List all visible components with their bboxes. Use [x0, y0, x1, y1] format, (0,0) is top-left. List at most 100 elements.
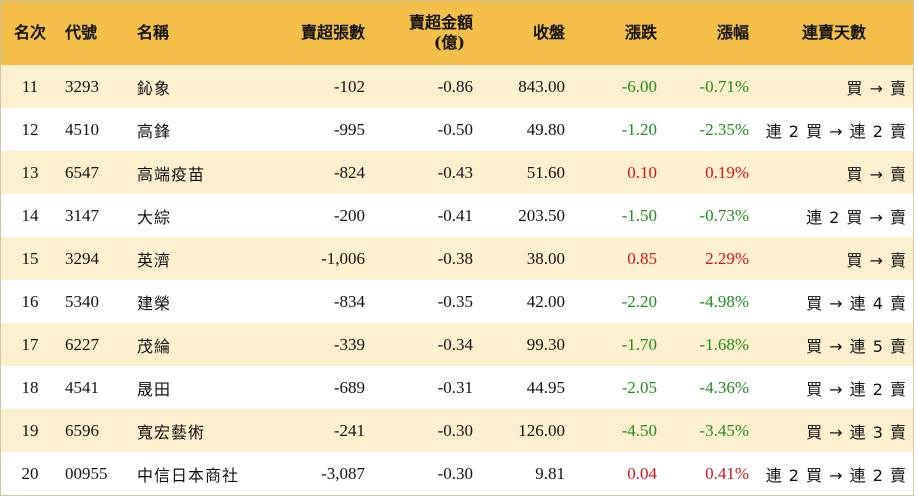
cell-streak: 買 → 賣 — [846, 250, 907, 270]
cell-change-pct: -4.98% — [699, 291, 749, 311]
table-row: 16 5340 建榮 -834 -0.35 42.00 -2.20 -4.98% 買 → 連 4… — [1, 280, 913, 323]
header-sell-lots: 賣超張數 — [300, 23, 365, 42]
cell-change-pct: -0.71% — [699, 76, 749, 96]
cell-sell-amount: -0.30 — [437, 420, 473, 440]
table-row: 17 6227 茂綸 -339 -0.34 99.30 -1.70 -1.68% 買 → 連 5… — [1, 323, 913, 366]
header-change-pct: 漲幅 — [716, 23, 749, 42]
cell-sell-lots: -834 — [333, 291, 365, 311]
cell-change: -1.70 — [621, 334, 657, 354]
cell-sell-amount: -0.41 — [437, 205, 473, 225]
cell-code: 6596 — [65, 420, 99, 440]
table-row: 20 00955 中信日本商社 -3,087 -0.30 9.81 0.04 0.41% 連 2… — [1, 452, 913, 495]
cell-change-pct: -1.68% — [699, 334, 749, 354]
cell-close: 38.00 — [526, 248, 565, 268]
cell-code: 00955 — [65, 463, 108, 483]
cell-sell-lots: -3,087 — [321, 463, 365, 483]
cell-rank: 19 — [21, 420, 39, 440]
cell-name: 中信日本商社 — [137, 465, 240, 485]
cell-rank: 11 — [21, 76, 39, 96]
cell-sell-amount: -0.43 — [437, 162, 473, 182]
header-name: 名稱 — [137, 23, 170, 42]
cell-name: 晟田 — [137, 379, 172, 399]
cell-name: 寬宏藝術 — [137, 422, 206, 442]
cell-sell-lots: -102 — [333, 76, 365, 96]
cell-streak: 連 2 買 → 連 2 賣 — [765, 465, 907, 485]
cell-sell-amount: -0.35 — [437, 291, 473, 311]
cell-sell-lots: -824 — [333, 162, 365, 182]
cell-change: -1.50 — [621, 205, 657, 225]
cell-change: -1.20 — [621, 119, 657, 139]
cell-change-pct: 0.19% — [705, 162, 749, 182]
header-sell-amount: 賣超金額 (億) — [371, 1, 479, 65]
cell-sell-amount: -0.86 — [437, 76, 473, 96]
cell-close: 44.95 — [526, 377, 565, 397]
cell-streak: 買 → 連 2 賣 — [806, 379, 907, 399]
cell-sell-lots: -1,006 — [321, 248, 365, 268]
table-row: 18 4541 晟田 -689 -0.31 44.95 -2.05 -4.36% 買 → 連 2… — [1, 366, 913, 409]
cell-change-pct: -0.73% — [699, 205, 749, 225]
cell-sell-lots: -339 — [333, 334, 365, 354]
table-row: 11 3293 鈊象 -102 -0.86 843.00 -6.00 -0.71% 買 → 賣 — [1, 65, 913, 108]
cell-sell-amount: -0.34 — [437, 334, 473, 354]
cell-rank: 20 — [21, 463, 39, 483]
table-row: 14 3147 大綜 -200 -0.41 203.50 -1.50 -0.73% 連 2 買 … — [1, 194, 913, 237]
header-row: 名次 代號 名稱 賣超張數 賣超金額 (億) 收盤 漲跌 漲幅 連賣天數 — [1, 1, 913, 65]
cell-sell-amount: -0.31 — [437, 377, 473, 397]
cell-streak: 買 → 連 3 賣 — [806, 422, 907, 442]
header-rank: 名次 — [13, 23, 46, 42]
header-close: 收盤 — [532, 23, 565, 42]
cell-streak: 連 2 買 → 連 2 賣 — [765, 121, 907, 141]
header-sell-amount-line1: 賣超金額 — [408, 13, 473, 32]
cell-sell-lots: -689 — [333, 377, 365, 397]
table-row: 12 4510 高鋒 -995 -0.50 49.80 -1.20 -2.35% 連 2 買 →… — [1, 108, 913, 151]
cell-rank: 17 — [21, 334, 39, 354]
cell-change-pct: -2.35% — [699, 119, 749, 139]
cell-code: 3294 — [65, 248, 99, 268]
cell-rank: 12 — [21, 119, 39, 139]
cell-streak: 買 → 連 5 賣 — [806, 336, 907, 356]
cell-streak: 買 → 賣 — [846, 164, 907, 184]
cell-change-pct: -3.45% — [699, 420, 749, 440]
table-row: 13 6547 高端疫苗 -824 -0.43 51.60 0.10 0.19% 買 → 賣 — [1, 151, 913, 194]
cell-code: 5340 — [65, 291, 99, 311]
cell-name: 英濟 — [137, 250, 172, 270]
cell-change-pct: -4.36% — [699, 377, 749, 397]
header-change: 漲跌 — [624, 23, 657, 42]
cell-close: 49.80 — [526, 119, 565, 139]
header-code: 代號 — [65, 23, 98, 42]
cell-close: 9.81 — [535, 463, 565, 483]
cell-rank: 16 — [21, 291, 39, 311]
cell-name: 建榮 — [137, 293, 172, 313]
cell-close: 51.60 — [526, 162, 565, 182]
cell-name: 高端疫苗 — [137, 164, 206, 184]
header-streak: 連賣天數 — [801, 23, 866, 42]
cell-name: 高鋒 — [137, 121, 172, 141]
cell-sell-lots: -241 — [333, 420, 365, 440]
cell-sell-amount: -0.30 — [437, 463, 473, 483]
header-sell-amount-line2: (億) — [433, 33, 465, 52]
cell-change: 0.10 — [627, 162, 657, 182]
cell-rank: 14 — [21, 205, 39, 225]
cell-streak: 連 2 買 → 賣 — [806, 207, 907, 227]
cell-code: 6227 — [65, 334, 99, 354]
cell-name: 茂綸 — [137, 336, 172, 356]
cell-close: 843.00 — [518, 76, 565, 96]
cell-change: -4.50 — [621, 420, 657, 440]
cell-sell-amount: -0.38 — [437, 248, 473, 268]
table-row: 19 6596 寬宏藝術 -241 -0.30 126.00 -4.50 -3.45% 買 → … — [1, 409, 913, 452]
cell-close: 99.30 — [526, 334, 565, 354]
cell-rank: 13 — [21, 162, 39, 182]
cell-name: 大綜 — [137, 207, 172, 227]
cell-close: 42.00 — [526, 291, 565, 311]
cell-code: 4541 — [65, 377, 99, 397]
cell-sell-lots: -995 — [333, 119, 365, 139]
cell-change-pct: 0.41% — [705, 463, 749, 483]
cell-streak: 買 → 賣 — [846, 78, 907, 98]
cell-code: 4510 — [65, 119, 99, 139]
cell-close: 203.50 — [518, 205, 565, 225]
cell-sell-amount: -0.50 — [437, 119, 473, 139]
cell-sell-lots: -200 — [333, 205, 365, 225]
cell-change: -2.20 — [621, 291, 657, 311]
cell-change: 0.85 — [627, 248, 657, 268]
